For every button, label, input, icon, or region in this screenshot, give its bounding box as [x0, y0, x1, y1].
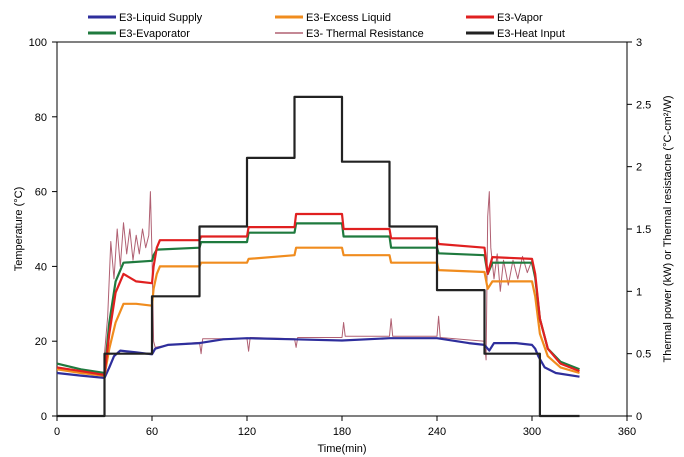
- series-line: [56, 222, 580, 375]
- y-left-tick-label: 80: [35, 112, 47, 124]
- series-layer: [56, 95, 580, 418]
- y-right-tick-label: 0.5: [636, 349, 651, 361]
- y-right-tick-label: 3: [636, 37, 642, 49]
- x-tick-label: 120: [238, 426, 256, 438]
- y-axis-right-label: Thermal power (kW) or Thermal resistacne…: [662, 95, 674, 362]
- y-right-tick-label: 1: [636, 286, 642, 298]
- y-right-tick-label: 1.5: [636, 224, 651, 236]
- legend-label: E3-Excess Liquid: [306, 12, 391, 24]
- series-line: [56, 337, 580, 379]
- y-left-tick-label: 100: [29, 37, 47, 49]
- y-right-tick-label: 2.5: [636, 99, 651, 111]
- plot-area: [56, 41, 628, 418]
- x-axis-label: Time(min): [317, 443, 366, 455]
- series-line: [56, 246, 580, 377]
- x-tick-label: 240: [428, 426, 446, 438]
- y-left-tick-label: 60: [35, 187, 47, 199]
- legend-label: E3-Vapor: [497, 12, 543, 24]
- legend-label: E3-Heat Input: [497, 28, 565, 40]
- series-line: [56, 212, 580, 376]
- series-line: [104, 191, 536, 361]
- legend: E3-Liquid Supply E3-Excess Liquid E3-Vapor…: [88, 12, 565, 40]
- axes: 0 60 120 180 240 300 36002040608010000.511.522…: [29, 37, 652, 438]
- y-right-tick-label: 0: [636, 411, 642, 423]
- y-left-tick-label: 0: [41, 411, 47, 423]
- legend-label: E3-Evaporator: [119, 28, 190, 40]
- x-tick-label: 0: [54, 426, 60, 438]
- y-left-tick-label: 20: [35, 336, 47, 348]
- y-left-tick-label: 40: [35, 261, 47, 273]
- x-tick-label: 180: [333, 426, 351, 438]
- x-tick-label: 360: [618, 426, 636, 438]
- legend-label: E3- Thermal Resistance: [306, 28, 424, 40]
- x-tick-label: 300: [523, 426, 541, 438]
- y-axis-left-label: Temperature (°C): [13, 187, 25, 271]
- y-right-tick-label: 2: [636, 162, 642, 174]
- series-line: [57, 95, 580, 418]
- legend-label: E3-Liquid Supply: [119, 12, 203, 24]
- x-tick-label: 60: [146, 426, 158, 438]
